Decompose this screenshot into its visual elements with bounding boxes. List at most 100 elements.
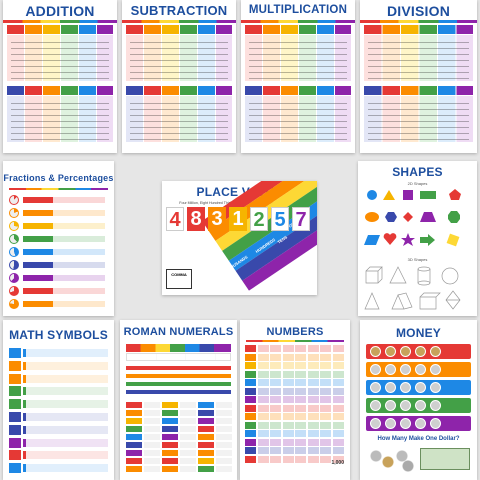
- heart-shape: [383, 233, 397, 245]
- diamond-shape: [403, 212, 413, 222]
- symbol-chip: [9, 463, 21, 474]
- symbol-row: [23, 361, 108, 370]
- number-cell: [307, 430, 319, 437]
- square-shape: [403, 190, 413, 200]
- number-cell: [332, 362, 344, 369]
- number-cell: [307, 421, 319, 429]
- table-shade-top: [364, 35, 473, 81]
- hexagon-shape: [385, 212, 397, 222]
- column-headers-bottom: [364, 86, 473, 95]
- number-cell: [295, 413, 306, 420]
- sphere-shape: [441, 267, 459, 285]
- numeral-cell: [198, 458, 214, 464]
- fraction-bar: [23, 236, 53, 242]
- number-cell: [307, 396, 319, 403]
- digit-ten-thousands: 3: [208, 207, 226, 231]
- number-cell: [282, 353, 294, 361]
- numeral-cell: [198, 402, 214, 408]
- numeral-cell: [180, 466, 196, 472]
- number-cell: [270, 455, 281, 463]
- number-cell: [320, 353, 331, 361]
- numeral-cell: [162, 442, 178, 448]
- shapes-2d: [364, 189, 461, 247]
- poster-title: NUMBERS: [266, 326, 324, 338]
- coin-icon: [415, 418, 426, 429]
- number-cell: [320, 413, 331, 420]
- number-cell: [295, 455, 306, 463]
- coin-icon: [430, 400, 441, 411]
- number-cell: [307, 379, 319, 386]
- table-shade-bottom: [126, 96, 232, 142]
- number-cell: [282, 430, 294, 437]
- fraction-circle: [9, 234, 19, 244]
- rectangle-shape: [420, 191, 436, 199]
- octagon-shape: [448, 211, 460, 223]
- poster-subtraction: SUBTRACTION: [122, 0, 236, 153]
- table-rows-bottom: [249, 98, 347, 140]
- number-cell: [282, 438, 294, 446]
- star-shape: [401, 233, 415, 246]
- number-cell: [270, 447, 281, 454]
- column-headers-top: [245, 25, 351, 34]
- numeral-cell: [144, 410, 160, 416]
- number-cell: [270, 345, 281, 352]
- number-cell: [270, 396, 281, 403]
- symbol-chip: [9, 450, 21, 461]
- coin-pile: [368, 448, 416, 472]
- numeral-cell: [216, 450, 232, 456]
- symbol-chip: [9, 373, 21, 384]
- number-cell: [245, 345, 256, 352]
- number-cell: [270, 404, 281, 412]
- poster-title: DIVISION: [386, 3, 451, 19]
- numeral-cell: [180, 426, 196, 432]
- poster-title: MATH SYMBOLS: [9, 328, 108, 342]
- number-cell: [295, 345, 306, 352]
- color-strip: [3, 20, 117, 23]
- last-number: 1,000: [331, 460, 344, 466]
- number-cell: [257, 379, 269, 386]
- number-cell: [245, 447, 256, 454]
- poster-addition: ADDITION: [3, 0, 117, 153]
- symbol-row: [23, 400, 108, 409]
- comma-box: COMMA: [166, 269, 192, 289]
- number-cell: [257, 387, 269, 395]
- column-headers-top: [7, 25, 113, 34]
- number-cell: [282, 362, 294, 369]
- numeral-cell: [198, 466, 214, 472]
- number-cell: [320, 370, 331, 378]
- symbol-chip: [9, 360, 21, 371]
- number-cell: [257, 396, 269, 403]
- number-cell: [332, 379, 344, 386]
- number-cell: [257, 413, 269, 420]
- kite-shape: [446, 233, 460, 247]
- coin-icon: [400, 382, 411, 393]
- numeral-cell: [126, 442, 142, 448]
- number-cell: [320, 362, 331, 369]
- rule-bar-1: [126, 366, 231, 370]
- cylinder-shape: [417, 269, 431, 283]
- number-cell: [320, 421, 331, 429]
- fraction-circle: [9, 273, 19, 283]
- number-cell: [257, 345, 269, 352]
- digit-thousands: 1: [229, 207, 247, 231]
- fraction-bar: [23, 288, 53, 294]
- numeral-cell: [144, 402, 160, 408]
- number-cell: [257, 370, 269, 378]
- cube-shape: [365, 266, 383, 284]
- parallelogram-shape: [364, 235, 380, 245]
- number-cell: [245, 438, 256, 446]
- number-cell: [245, 379, 256, 386]
- fraction-circle: [9, 195, 19, 205]
- number-cell: [257, 447, 269, 454]
- color-strip: [122, 20, 236, 23]
- table-rows-bottom: [368, 98, 469, 140]
- number-cell: [332, 404, 344, 412]
- digit-tens: 5: [271, 207, 289, 231]
- number-cell: [257, 438, 269, 446]
- numeral-cell: [180, 410, 196, 416]
- numeral-value-row: [126, 353, 231, 361]
- numeral-cell: [126, 402, 142, 408]
- label-3d-shapes: 3D Shapes: [407, 257, 428, 262]
- triangle-shape: [383, 190, 395, 200]
- number-cell: [295, 421, 306, 429]
